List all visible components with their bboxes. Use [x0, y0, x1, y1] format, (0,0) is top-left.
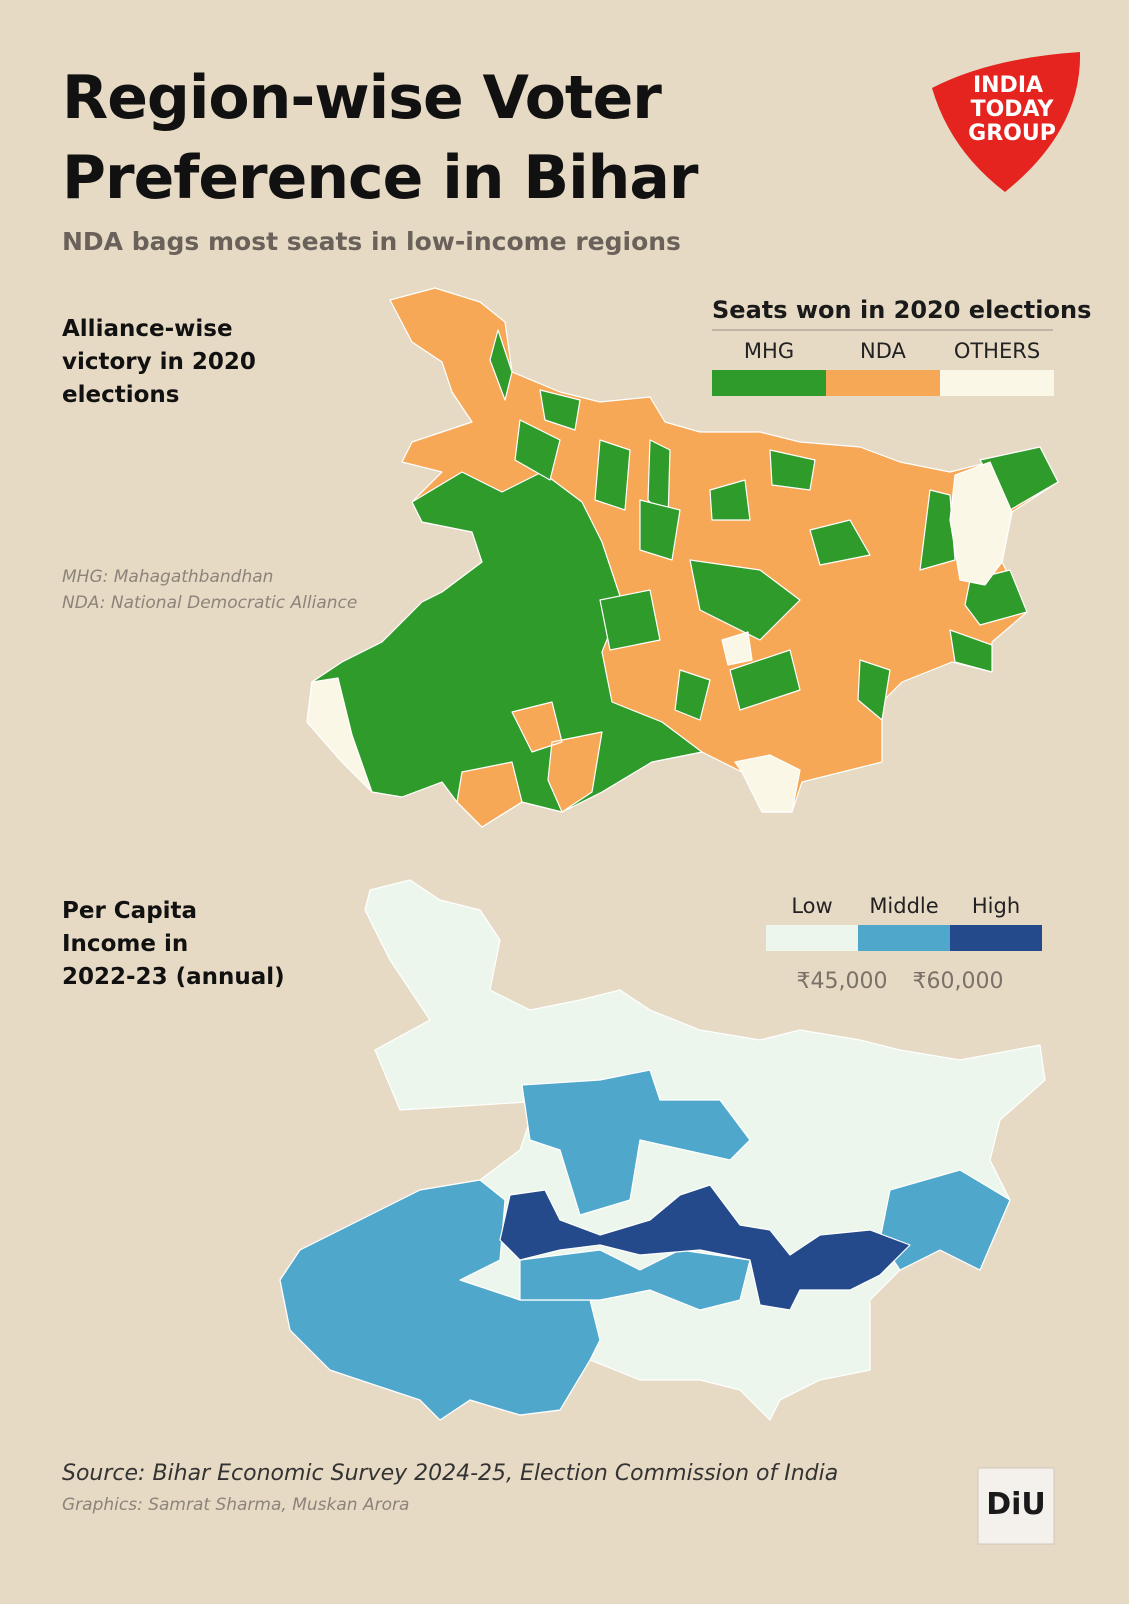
legend-threshold: ₹60,000: [913, 969, 1004, 994]
legend-label: High: [972, 894, 1020, 918]
legend-swatch: [940, 370, 1054, 396]
section-label: 2022-23 (annual): [62, 964, 285, 990]
title-line: Preference in Bihar: [62, 143, 699, 213]
legend-label: MHG: [744, 339, 794, 363]
badge-box: [977, 1467, 1055, 1545]
map-region-high: [499, 1184, 911, 1311]
badge-text: DiU: [986, 1487, 1046, 1522]
credits: Graphics: Samrat Sharma, Muskan Arora: [62, 1495, 409, 1515]
logo-text: GROUP: [968, 121, 1056, 146]
map-region-mhg: [489, 329, 1059, 721]
section-label: Per Capita: [62, 898, 197, 924]
election-map: [306, 287, 1059, 828]
note: NDA: National Democratic Alliance: [62, 593, 357, 613]
legend-swatch: [858, 925, 950, 951]
map-region-others: [306, 461, 1013, 813]
legend-swatch: [826, 370, 940, 396]
legend-label: NDA: [860, 339, 907, 363]
legend-label: Middle: [869, 894, 938, 918]
legend-label: OTHERS: [954, 339, 1040, 363]
section-label: elections: [62, 382, 179, 408]
map-region-middle: [279, 1069, 1011, 1421]
legend: Low Middle High ₹45,000 ₹60,000: [766, 894, 1042, 994]
map-region-nda: [456, 701, 603, 828]
legend-title: Seats won in 2020 elections: [712, 296, 1091, 324]
logo-text: INDIA: [973, 73, 1043, 98]
section-label: victory in 2020: [62, 349, 256, 375]
income-map: [279, 879, 1046, 1421]
badge: DiU: [977, 1467, 1055, 1545]
source: Source: Bihar Economic Survey 2024-25, E…: [62, 1461, 838, 1486]
legend: MHG NDA OTHERS: [712, 339, 1054, 396]
legend-swatch: [712, 370, 826, 396]
logo: INDIA TODAY GROUP: [932, 52, 1081, 192]
subtitle: NDA bags most seats in low-income region…: [62, 227, 681, 256]
section-label: Alliance-wise: [62, 316, 233, 342]
note: MHG: Mahagathbandhan: [62, 567, 273, 587]
legend-swatch: [766, 925, 858, 951]
logo-shield: [932, 52, 1081, 192]
title-line: Region-wise Voter: [62, 63, 662, 133]
legend-swatch: [950, 925, 1042, 951]
logo-text: TODAY: [971, 97, 1055, 122]
section-label: Income in: [62, 931, 188, 957]
legend-threshold: ₹45,000: [797, 969, 888, 994]
legend-label: Low: [791, 894, 832, 918]
